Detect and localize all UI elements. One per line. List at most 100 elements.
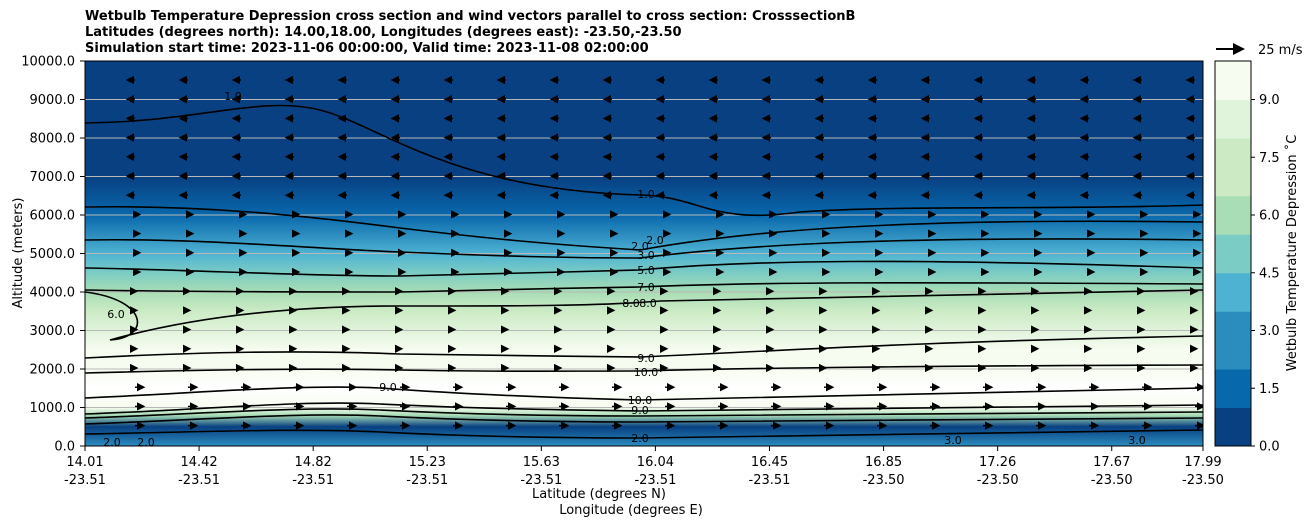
colorbar-tick-label: 9.0 [1259,93,1280,108]
wind-vectors [125,75,1203,430]
contour-label: 2.0 [631,240,649,253]
y-axis: 0.0 1000.0 2000.0 3000.0 4000.0 5000.0 6000.0 7… [21,55,85,455]
x-tick-lat: 15.23 [409,455,446,470]
x-tick-lat: 17.67 [1093,455,1130,470]
contour-label: 9.0 [379,381,397,394]
colorbar-band [1215,311,1251,331]
colorbar-band [1215,272,1251,293]
contour-2-0 [85,205,1203,251]
colorbar-tick-label: 6.0 [1259,209,1280,224]
y-tick-label: 1000.0 [30,401,76,416]
contour-label: 8.0 [639,297,657,310]
contour-lines [85,104,1203,439]
contour-label: 3.0 [944,434,962,447]
y-tick-label: 9000.0 [30,93,76,108]
colorbar-label: Wetbulb Temperature Depression ˚C [1284,135,1300,372]
colorbar: 0.0 1.5 3.0 4.5 6.0 7.5 9.0 Wetbulb Temperatur… [1214,60,1300,455]
y-tick-label: 10000.0 [21,55,75,70]
x-tick-lon: -23.51 [64,473,106,488]
y-tick-label: 5000.0 [30,247,76,262]
contour-label: 2.0 [103,436,121,449]
contour-low-2 [85,408,1203,419]
contour-label: 8.0 [622,297,640,310]
x-tick-lat: 16.45 [751,455,788,470]
contour-label: 3.0 [1128,434,1146,447]
x-tick-lat: 15.63 [523,455,560,470]
colorbar-tick-label: 3.0 [1259,324,1280,339]
x-axis: 14.01 -23.51 14.42 -23.51 14.82 -23.51 15.23 -2… [64,446,1224,488]
wind-key-label: 25 m/s [1258,43,1303,58]
contour-3-0 [85,238,1203,259]
colorbar-band [1215,195,1251,216]
colorbar-band [1215,157,1251,177]
x-tick-lat: 14.82 [295,455,332,470]
x-tick-lon: -23.51 [406,473,448,488]
colorbar-tick-label: 4.5 [1259,266,1280,281]
contour-label: 1.0 [224,90,242,103]
colorbar-band [1215,407,1251,428]
colorbar-tick-label: 7.5 [1259,151,1280,166]
contour-2-0-low [85,429,1203,439]
x-axis-label-lat: Latitude (degrees N) [532,487,666,502]
y-tick-label: 7000.0 [30,170,76,185]
contour-label: 10.0 [628,394,653,407]
x-tick-lat: 16.04 [637,455,674,470]
x-tick-lat: 14.42 [180,455,217,470]
colorbar-bands [1215,61,1251,447]
chart-title: Wetbulb Temperature Depression cross sec… [85,9,855,57]
title-line-3: Simulation start time: 2023-11-06 00:00:… [85,41,649,56]
contour-10-0-upper [85,364,1203,374]
colorbar-band [1215,99,1251,120]
contour-7-0 [85,281,1203,293]
contour-label: 5.0 [637,264,655,277]
x-tick-lon: -23.51 [520,473,562,488]
y-tick-label: 2000.0 [30,363,76,378]
y-tick-label: 8000.0 [30,132,76,147]
contour-label: 10.0 [634,366,659,379]
title-line-2: Latitudes (degrees north): 14.00,18.00, … [85,25,682,40]
plot-area: 1.01.02.02.03.05.07.08.0 8.06.09.010.09.0… [84,60,1204,449]
colorbar-band [1215,80,1251,100]
contour-label: 2.0 [631,432,649,445]
x-tick-lon: -23.51 [749,473,791,488]
colorbar-tick-label: 1.5 [1259,382,1280,397]
x-tick-lon: -23.50 [1182,473,1224,488]
y-tick-label: 0.0 [54,440,75,455]
colorbar-band [1215,234,1251,254]
colorbar-band [1215,138,1251,158]
y-tick-label: 6000.0 [30,209,76,224]
colorbar-band [1215,349,1251,370]
contour-label: 9.0 [637,352,655,365]
x-tick-lat: 16.85 [865,455,902,470]
y-tick-label: 3000.0 [30,324,76,339]
contour-label: 1.0 [637,188,655,201]
x-tick-lat: 17.99 [1184,455,1221,470]
contour-label: 7.0 [637,281,655,294]
x-axis-label-lon: Longitude (degrees E) [559,503,703,518]
colorbar-band [1215,292,1251,312]
colorbar-band [1215,61,1251,81]
contour-label: 2.0 [646,234,664,247]
contour-9-0 [85,335,1203,359]
x-tick-lat: 14.01 [66,455,103,470]
colorbar-band [1215,118,1251,139]
x-tick-lon: -23.51 [634,473,676,488]
colorbar-band [1215,176,1251,197]
contour-label: 9.0 [631,404,649,417]
x-tick-lon: -23.50 [1091,473,1133,488]
y-axis-label: Altitude (meters) [11,198,26,309]
colorbar-frame [1214,60,1252,447]
contour-label: 2.0 [137,436,155,449]
contour-labels: 1.01.02.02.03.05.07.08.0 8.06.09.010.09.0… [103,90,1146,449]
x-tick-lon: -23.51 [292,473,334,488]
y-tick-label: 4000.0 [30,286,76,301]
x-tick-lon: -23.50 [977,473,1019,488]
contour-low-3 [85,414,1203,425]
colorbar-ticks: 0.0 1.5 3.0 4.5 6.0 7.5 9.0 [1251,93,1280,455]
colorbar-band [1215,388,1251,408]
contour-5-0 [85,260,1203,277]
contour-1-0 [85,104,1203,217]
colorbar-band [1215,426,1251,447]
colorbar-band [1215,215,1251,235]
